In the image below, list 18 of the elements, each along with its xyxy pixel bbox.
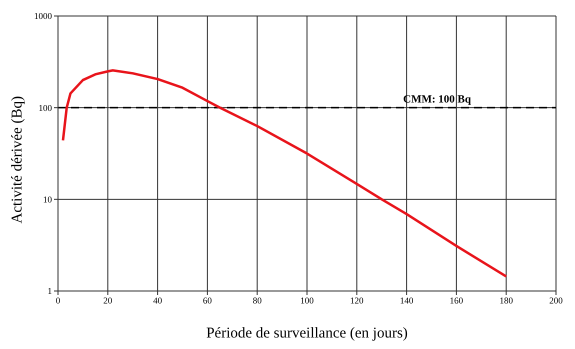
x-tick-label: 140 xyxy=(400,295,414,306)
x-tick-label: 180 xyxy=(499,295,514,306)
x-tick-label: 200 xyxy=(549,295,564,306)
x-tick-label: 40 xyxy=(153,295,163,306)
y-tick-label: 100 xyxy=(38,102,52,113)
y-tick-label: 1 xyxy=(48,286,52,296)
y-tick-label: 10 xyxy=(43,194,52,205)
y-tick-label: 1000 xyxy=(34,11,52,22)
x-tick-label: 80 xyxy=(252,295,262,306)
x-tick-label: 160 xyxy=(450,295,464,306)
x-tick-label: 120 xyxy=(350,295,364,306)
y-axis-title: Activité dérivée (Bq) xyxy=(9,96,26,224)
x-tick-label: 0 xyxy=(56,295,61,306)
x-tick-label: 20 xyxy=(103,295,113,306)
line-series xyxy=(62,69,508,278)
x-axis-title: Période de surveillance (en jours) xyxy=(206,326,408,342)
x-tick-label: 100 xyxy=(300,295,314,306)
x-tick-label: 60 xyxy=(202,295,212,306)
